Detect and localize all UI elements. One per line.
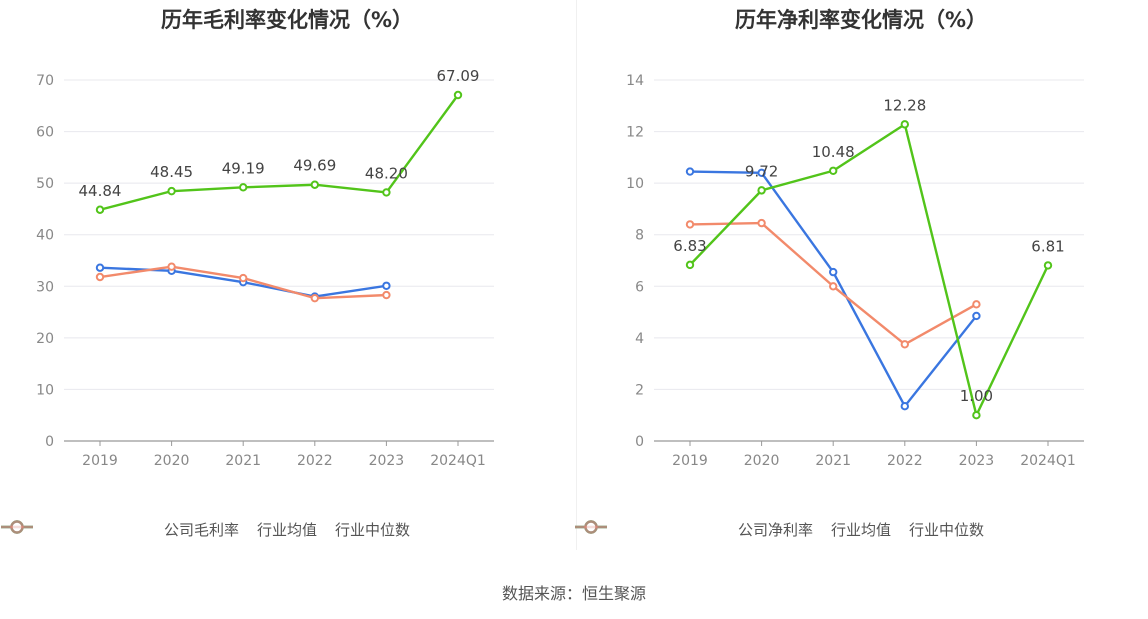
chart-legend: 公司毛利率 行业均值 行业中位数 <box>0 519 574 540</box>
x-tick-label: 2023 <box>369 453 405 469</box>
data-point-avg[interactable] <box>757 168 766 178</box>
data-point-company[interactable] <box>382 188 391 197</box>
data-label: 12.28 <box>883 96 926 114</box>
x-tick-label: 2022 <box>887 453 923 469</box>
data-point-company[interactable] <box>453 90 463 100</box>
y-tick-label: 40 <box>36 228 54 244</box>
x-tick-label: 2020 <box>154 453 190 469</box>
net-margin-plot: 0 2 4 6 8 10 12 14 2019 2020 2021 2022 2023 2024Q1 6.8… <box>626 73 1084 469</box>
y-tick-label: 2 <box>635 382 644 398</box>
data-point-median[interactable] <box>972 300 981 309</box>
gross-margin-chart: 历年毛利率变化情况（%） 0 10 20 30 40 50 60 70 2019 2020 2021… <box>0 0 574 560</box>
series-line-company <box>689 123 1050 417</box>
data-point-avg[interactable] <box>382 281 391 290</box>
y-tick-label: 12 <box>626 125 644 141</box>
legend-item-median[interactable]: 行业中位数 <box>1 519 411 540</box>
data-point-company[interactable] <box>900 120 909 129</box>
data-source: 数据来源：恒生聚源 <box>501 584 646 603</box>
legend-item-avg[interactable]: 行业均值 <box>575 519 891 540</box>
data-point-company[interactable] <box>1043 261 1053 270</box>
x-tick-label: 2024Q1 <box>430 453 486 469</box>
data-point-median[interactable] <box>900 340 909 349</box>
panel-divider <box>576 0 577 550</box>
legend-item-company[interactable]: 公司净利率 <box>575 519 813 540</box>
data-label: 49.19 <box>222 159 265 177</box>
data-point-company[interactable] <box>310 180 319 189</box>
data-point-avg[interactable] <box>900 401 909 411</box>
data-point-median[interactable] <box>829 282 838 291</box>
data-point-avg[interactable] <box>829 267 838 277</box>
y-tick-label: 0 <box>635 434 644 450</box>
y-tick-label: 10 <box>36 382 54 398</box>
legend-line-circle-icon <box>575 520 607 534</box>
data-point-avg[interactable] <box>972 311 981 321</box>
net-margin-chart: 历年净利率变化情况（%） 0 2 4 6 8 10 12 14 2019 2020 2021 2022… <box>574 0 1148 560</box>
data-label: 49.69 <box>293 157 336 175</box>
y-tick-label: 30 <box>36 279 54 295</box>
data-label: 48.20 <box>365 164 408 182</box>
chart-legend: 公司净利率 行业均值 行业中位数 <box>574 519 1148 540</box>
data-point-company[interactable] <box>95 205 105 214</box>
data-point-median[interactable] <box>685 220 695 229</box>
data-point-company[interactable] <box>757 186 766 195</box>
data-label: 44.84 <box>79 182 122 200</box>
data-label: 67.09 <box>437 67 480 85</box>
legend-item-median[interactable]: 行业中位数 <box>575 519 985 540</box>
data-point-avg[interactable] <box>95 263 105 272</box>
data-point-company[interactable] <box>239 183 248 192</box>
legend-label: 行业均值 <box>830 521 891 539</box>
y-tick-label: 6 <box>635 279 644 295</box>
chart-title: 历年净利率变化情况（%） <box>734 8 988 32</box>
data-label: 6.81 <box>1031 237 1064 255</box>
data-point-company[interactable] <box>685 260 695 270</box>
x-tick-label: 2021 <box>225 453 261 469</box>
x-tick-label: 2024Q1 <box>1020 453 1076 469</box>
data-point-median[interactable] <box>757 218 766 228</box>
x-tick-label: 2021 <box>815 453 851 469</box>
y-tick-label: 8 <box>635 228 644 244</box>
legend-line-circle-icon <box>1 520 33 534</box>
y-tick-label: 60 <box>36 125 54 141</box>
chart-title: 历年毛利率变化情况（%） <box>160 8 414 32</box>
legend-label: 行业中位数 <box>335 521 411 539</box>
legend-label: 公司净利率 <box>737 521 813 539</box>
data-point-median[interactable] <box>239 273 248 283</box>
x-tick-label: 2022 <box>297 453 333 469</box>
data-point-company[interactable] <box>972 411 981 420</box>
y-tick-label: 14 <box>626 73 644 89</box>
y-tick-label: 10 <box>626 176 644 192</box>
data-label: 6.83 <box>673 237 706 255</box>
data-label: 48.45 <box>150 163 193 181</box>
gross-margin-plot: 0 10 20 30 40 50 60 70 2019 2020 2021 2022 2023 2024Q… <box>36 67 494 469</box>
data-point-company[interactable] <box>167 186 176 196</box>
y-tick-label: 4 <box>635 331 644 347</box>
data-point-median[interactable] <box>95 272 105 282</box>
x-tick-label: 2020 <box>744 453 780 469</box>
y-tick-label: 0 <box>45 434 54 450</box>
data-point-company[interactable] <box>829 166 838 175</box>
data-point-median[interactable] <box>167 262 176 271</box>
legend-label: 公司毛利率 <box>163 521 239 539</box>
legend-item-avg[interactable]: 行业均值 <box>1 519 317 540</box>
x-tick-label: 2019 <box>672 453 708 469</box>
legend-label: 行业均值 <box>256 521 317 539</box>
legend-item-company[interactable]: 公司毛利率 <box>1 519 239 540</box>
data-point-median[interactable] <box>310 293 319 303</box>
data-label: 10.48 <box>812 143 855 161</box>
y-tick-label: 50 <box>36 176 54 192</box>
data-label: 9.72 <box>745 162 778 180</box>
y-tick-label: 20 <box>36 331 54 347</box>
data-point-avg[interactable] <box>685 167 695 176</box>
y-tick-label: 70 <box>36 73 54 89</box>
x-tick-label: 2023 <box>959 453 995 469</box>
data-label: 1.00 <box>960 387 993 405</box>
x-tick-label: 2019 <box>82 453 118 469</box>
data-point-median[interactable] <box>382 290 391 300</box>
legend-label: 行业中位数 <box>909 521 985 539</box>
series-line-company <box>99 94 459 211</box>
